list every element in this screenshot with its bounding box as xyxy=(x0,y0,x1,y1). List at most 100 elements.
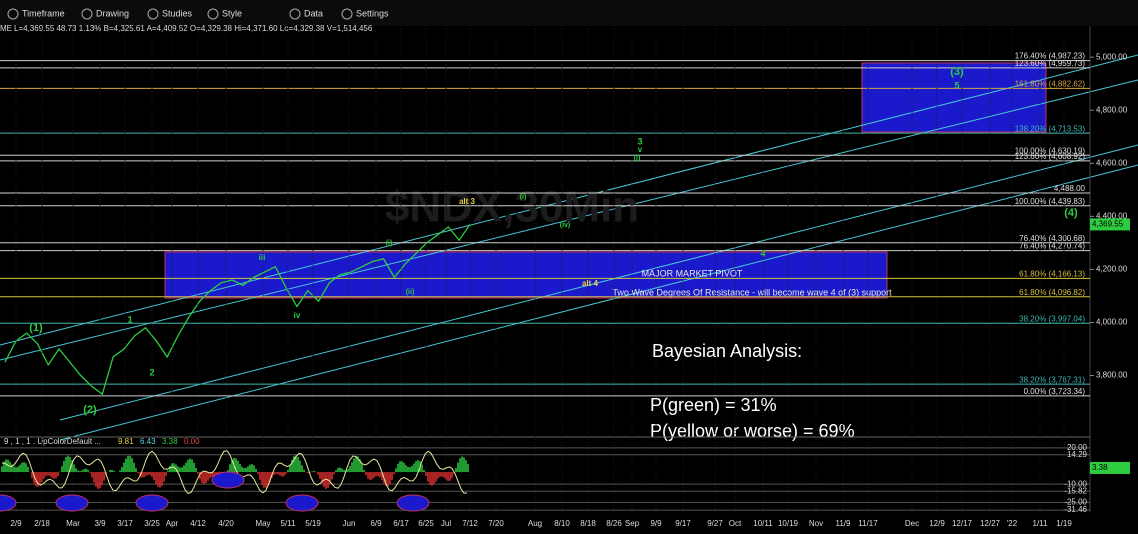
wave-label: (i) xyxy=(386,240,393,247)
fib-label: 123.60% (4,608.92) xyxy=(1015,152,1086,161)
toolbar-icon xyxy=(289,8,301,20)
fib-label: 76.40% (4,300.68) xyxy=(1019,234,1085,243)
fib-label: 4,488.00 xyxy=(1054,184,1086,193)
target-box xyxy=(861,62,1047,133)
x-tick-label: 10/11 xyxy=(753,519,773,528)
y-tick-label: 4,600.00 xyxy=(1096,158,1128,167)
x-tick-label: Jul xyxy=(441,519,451,528)
x-tick-label: Dec xyxy=(905,519,919,528)
fib-label: 38.20% (3,767.31) xyxy=(1019,375,1085,384)
fib-label: 138.20% (4,713.53) xyxy=(1015,124,1086,133)
x-tick-label: 12/27 xyxy=(980,519,1001,528)
osc-marker xyxy=(0,494,17,512)
x-tick-label: 12/17 xyxy=(952,519,973,528)
toolbar-item[interactable]: Settings xyxy=(356,8,389,18)
fib-label: 176.40% (4,987.23) xyxy=(1015,52,1086,61)
x-tick-label: 9/9 xyxy=(650,519,662,528)
wave-label: 2 xyxy=(149,367,154,377)
x-tick-label: 6/17 xyxy=(393,519,409,528)
wave-label: (1) xyxy=(29,322,43,334)
annotation-line: P(green) = 31% xyxy=(650,395,777,415)
x-tick-label: May xyxy=(255,519,270,528)
toolbar-item[interactable]: Style xyxy=(222,8,242,18)
indicator-reading: 3.38 xyxy=(162,437,178,446)
x-tick-label: Mar xyxy=(66,519,80,528)
indicator-reading: 6.43 xyxy=(140,437,156,446)
wave-label: (3) xyxy=(950,66,964,78)
indicator-reading: 0.00 xyxy=(184,437,200,446)
wave-label: (2) xyxy=(83,404,97,416)
fib-label: 100.00% (4,439.83) xyxy=(1015,197,1086,206)
x-tick-label: 8/26 xyxy=(606,519,622,528)
wave-label: v xyxy=(638,145,643,154)
channel-line xyxy=(59,164,1138,441)
x-tick-label: 1/11 xyxy=(1033,519,1049,528)
y-tick-label: 4,000.00 xyxy=(1096,318,1128,327)
x-tick-label: 12/9 xyxy=(929,519,945,528)
fib-label: 76.40% (4,270.74) xyxy=(1019,242,1085,251)
indicator-tick-label: 20.00 xyxy=(1067,443,1088,452)
wave-label: (i) xyxy=(634,155,641,162)
x-tick-label: Sep xyxy=(625,519,640,528)
wave-label: (iv) xyxy=(560,222,571,229)
toolbar-icon xyxy=(341,8,353,20)
toolbar-icon xyxy=(81,8,93,20)
fib-label: 38.20% (3,997.04) xyxy=(1019,314,1085,323)
x-tick-label: 7/20 xyxy=(488,519,504,528)
osc-marker xyxy=(55,494,89,512)
x-tick-label: Apr xyxy=(166,519,179,528)
wave-label: 4 xyxy=(760,248,765,258)
toolbar-item[interactable]: Timeframe xyxy=(22,8,65,18)
y-tick-label: 5,000.00 xyxy=(1096,52,1128,61)
wave-label: 1 xyxy=(127,314,132,324)
indicator-tick-label: -31.46 xyxy=(1064,505,1087,514)
indicator-tick-label: 14.29 xyxy=(1067,450,1088,459)
osc-marker xyxy=(211,471,245,489)
x-tick-label: 9/17 xyxy=(675,519,691,528)
indicator-tick-label: -15.82 xyxy=(1064,486,1087,495)
x-tick-label: 11/17 xyxy=(858,519,878,528)
x-tick-label: 4/20 xyxy=(218,519,234,528)
toolbar-icon xyxy=(147,8,159,20)
channel-line xyxy=(0,79,1138,361)
wave-label: alt 4 xyxy=(582,279,599,288)
pivot-title: MAJOR MARKET PIVOT xyxy=(642,268,743,278)
toolbar xyxy=(0,0,1138,26)
x-tick-label: 1/19 xyxy=(1056,519,1072,528)
x-tick-label: Aug xyxy=(528,519,542,528)
fib-label: 0.00% (3,723.34) xyxy=(1024,387,1086,396)
toolbar-icon xyxy=(207,8,219,20)
x-tick-label: 8/18 xyxy=(580,519,596,528)
y-tick-label: 3,800.00 xyxy=(1096,371,1128,380)
indicator-reading: 9.81 xyxy=(118,437,134,446)
wave-label: (4) xyxy=(1064,207,1078,219)
watermark: $NDX,30Min xyxy=(385,183,639,232)
fib-label: 123.60% (4,959.73) xyxy=(1015,59,1086,68)
indicator-tick-label: -10.00 xyxy=(1064,479,1087,488)
last-price-box xyxy=(1090,218,1130,231)
x-tick-label: 6/25 xyxy=(418,519,434,528)
y-tick-label: 4,400.00 xyxy=(1096,211,1128,220)
osc-marker xyxy=(135,494,169,512)
x-tick-label: 5/11 xyxy=(281,519,297,528)
wave-label: (ii) xyxy=(406,289,415,296)
channel-line xyxy=(59,144,1138,421)
annotation-title: Bayesian Analysis: xyxy=(652,341,802,361)
x-tick-label: 9/27 xyxy=(707,519,723,528)
x-tick-label: Nov xyxy=(809,519,823,528)
wave-label: 3 xyxy=(637,136,642,146)
x-tick-label: Jun xyxy=(343,519,356,528)
indicator-tick-label: -25.00 xyxy=(1064,497,1087,506)
toolbar-item[interactable]: Drawing xyxy=(96,8,129,18)
quote-text: L=4,369.55 48.73 1.13% B=4,325.61 A=4,40… xyxy=(14,24,373,33)
x-tick-label: 7/12 xyxy=(462,519,478,528)
price-line xyxy=(4,224,471,396)
annotation-line: P(yellow or worse) = 69% xyxy=(650,421,855,441)
toolbar-item[interactable]: Data xyxy=(304,8,323,18)
y-tick-label: 4,200.00 xyxy=(1096,265,1128,274)
indicator-last-box xyxy=(1090,461,1130,474)
wave-label: alt 3 xyxy=(459,197,476,206)
y-tick-label: 4,800.00 xyxy=(1096,105,1128,114)
toolbar-item[interactable]: Studies xyxy=(162,8,193,18)
